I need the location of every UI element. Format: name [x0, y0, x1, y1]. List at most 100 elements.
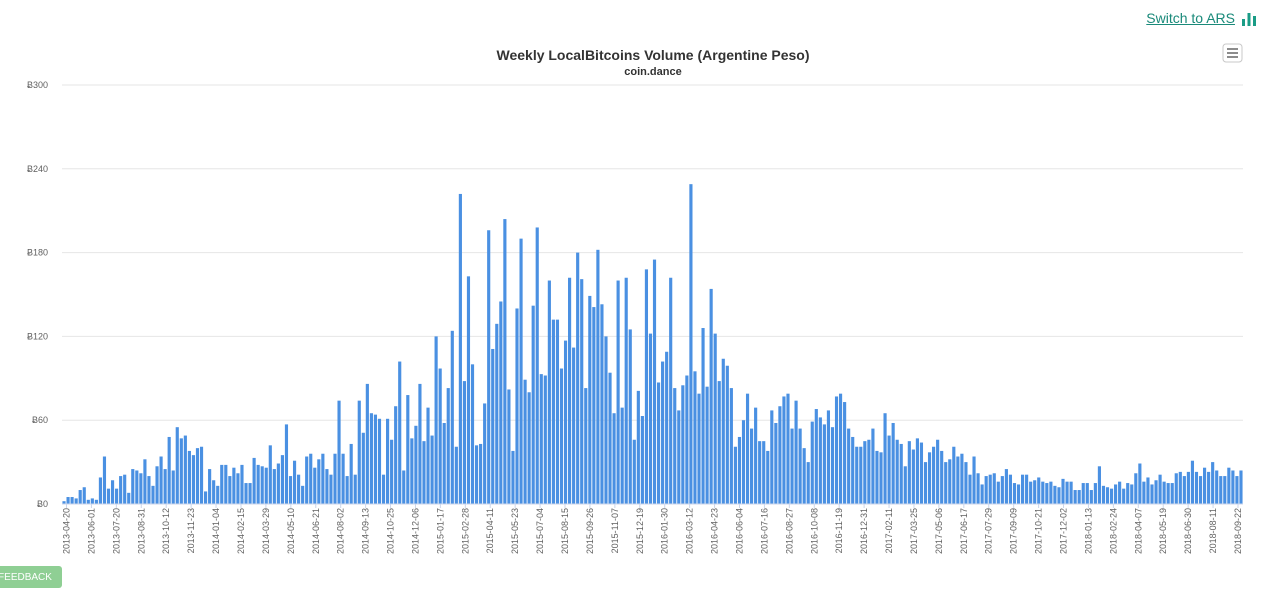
bar: [474, 445, 479, 504]
chart-subtitle: coin.dance: [624, 66, 681, 78]
x-tick-label: 2016-04-23: [710, 508, 720, 554]
y-axis-labels: Ƀ0 Ƀ60 Ƀ120 Ƀ180 Ƀ240 Ƀ300: [27, 80, 48, 509]
y-tick-label: Ƀ300: [27, 80, 48, 90]
bar: [1215, 470, 1219, 504]
bar: [325, 469, 329, 504]
bar: [976, 473, 980, 504]
bar: [891, 422, 895, 504]
bar: [1041, 481, 1045, 504]
x-tick-label: 2015-02-28: [460, 508, 470, 554]
x-tick-label: 2016-08-27: [784, 508, 794, 554]
bar: [648, 333, 653, 504]
bar: [1109, 488, 1114, 504]
bar: [903, 466, 907, 504]
bar: [1049, 481, 1053, 504]
bar: [1073, 490, 1077, 504]
bar: [1154, 480, 1158, 504]
x-tick-label: 2014-05-10: [286, 508, 296, 554]
bar: [883, 413, 887, 504]
bar: [305, 456, 309, 504]
bar: [754, 407, 758, 504]
bar: [123, 474, 127, 504]
bar: [681, 385, 685, 504]
x-tick-label: 2013-08-31: [136, 508, 146, 554]
feedback-button[interactable]: FEEDBACK: [0, 566, 62, 588]
bar: [1239, 470, 1243, 504]
bar: [1021, 474, 1025, 504]
bar: [1061, 478, 1065, 504]
bar: [1146, 477, 1150, 504]
x-tick-label: 2014-10-25: [386, 508, 396, 554]
bar: [499, 301, 503, 504]
bar: [1211, 462, 1215, 504]
bar: [224, 464, 228, 504]
x-tick-label: 2018-05-19: [1158, 508, 1168, 554]
bar: [1158, 474, 1162, 504]
bar: [1004, 469, 1008, 504]
bar: [940, 450, 944, 504]
bar: [632, 439, 636, 504]
bar: [859, 446, 863, 504]
bar: [899, 443, 903, 504]
bar: [90, 498, 94, 504]
bar: [778, 406, 782, 504]
bar: [454, 446, 458, 504]
bar: [390, 439, 394, 504]
bar: [733, 446, 737, 504]
x-tick-label: 2014-06-21: [311, 508, 321, 554]
chart-title: Weekly LocalBitcoins Volume (Argentine P…: [497, 47, 810, 63]
bar: [204, 491, 208, 504]
x-tick-label: 2018-04-07: [1133, 508, 1143, 554]
bar: [321, 453, 325, 504]
bar: [151, 485, 155, 504]
bar: [1227, 467, 1231, 504]
x-tick-label: 2017-05-06: [934, 508, 944, 554]
bar: [220, 464, 224, 504]
bar: [470, 364, 475, 504]
bar: [1085, 483, 1089, 504]
bar: [333, 453, 337, 504]
bar: [240, 464, 244, 504]
bar: [612, 413, 616, 504]
x-tick-label: 2017-12-02: [1059, 508, 1069, 554]
bar: [1194, 471, 1199, 504]
bar: [70, 497, 74, 504]
bar: [288, 476, 293, 504]
bar: [82, 487, 86, 504]
bar: [919, 442, 924, 504]
bar: [1101, 485, 1106, 504]
x-tick-label: 2013-10-12: [161, 508, 171, 554]
bar: [171, 470, 175, 504]
bar: [462, 381, 466, 504]
bar: [503, 219, 507, 504]
bar: [175, 427, 179, 504]
bar: [1170, 483, 1174, 504]
chart-menu-button[interactable]: [1222, 43, 1243, 63]
bar: [292, 460, 297, 504]
bar: [838, 393, 843, 504]
x-axis-labels: 2013-04-20 2013-06-01 2013-07-20 2013-08-31…: [62, 504, 1243, 554]
bar: [1207, 471, 1211, 504]
bar: [725, 365, 729, 504]
bar: [244, 483, 248, 504]
switch-to-ars-link[interactable]: Switch to ARS: [1146, 10, 1257, 26]
bar: [139, 473, 143, 504]
x-tick-label: 2018-02-24: [1108, 508, 1118, 554]
x-tick-label: 2014-02-15: [236, 508, 246, 554]
x-tick-label: 2014-12-06: [410, 508, 420, 554]
bar: [952, 446, 956, 504]
bar: [466, 276, 471, 504]
bar: [750, 428, 754, 504]
x-tick-label: 2016-12-31: [859, 508, 869, 554]
bar: [115, 488, 119, 504]
bar: [826, 410, 831, 504]
x-tick-label: 2013-07-20: [111, 508, 121, 554]
bar: [515, 308, 519, 504]
bar: [345, 476, 349, 504]
bar: [851, 436, 855, 504]
bar: [758, 441, 762, 504]
bar: [689, 184, 693, 504]
bar: [790, 428, 794, 504]
bar: [430, 435, 434, 504]
bar: [1093, 483, 1097, 504]
